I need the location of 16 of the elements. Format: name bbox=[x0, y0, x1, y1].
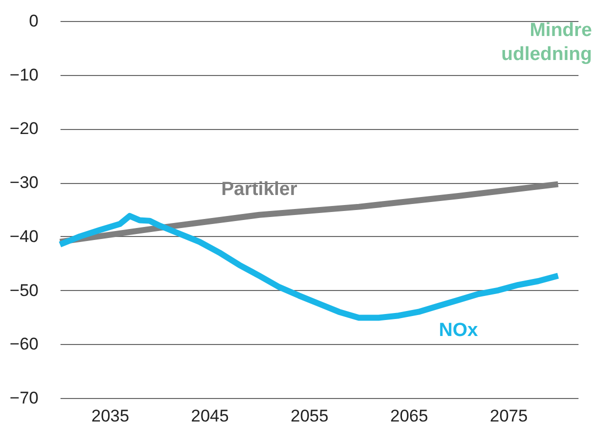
y-tick-label: −40 bbox=[10, 226, 38, 246]
y-tick-label: 0 bbox=[29, 12, 38, 30]
x-tick-label: 2075 bbox=[490, 406, 528, 426]
series-label: Partikler bbox=[221, 178, 298, 200]
y-tick-label: −20 bbox=[10, 119, 38, 138]
x-tick-label: 2055 bbox=[290, 406, 328, 426]
series-label: NOx bbox=[438, 320, 478, 341]
y-tick-label: −60 bbox=[10, 334, 38, 354]
y-tick-label: −10 bbox=[10, 65, 38, 84]
x-tick-label: 2065 bbox=[390, 406, 428, 426]
x-tick-label: 2035 bbox=[91, 406, 130, 426]
y-tick-label: −50 bbox=[10, 280, 38, 300]
y-tick-label: −30 bbox=[10, 173, 38, 192]
y-tick-label: −70 bbox=[10, 388, 38, 408]
annotation: Mindre udledning bbox=[501, 20, 592, 65]
x-tick-label: 2045 bbox=[191, 406, 229, 426]
